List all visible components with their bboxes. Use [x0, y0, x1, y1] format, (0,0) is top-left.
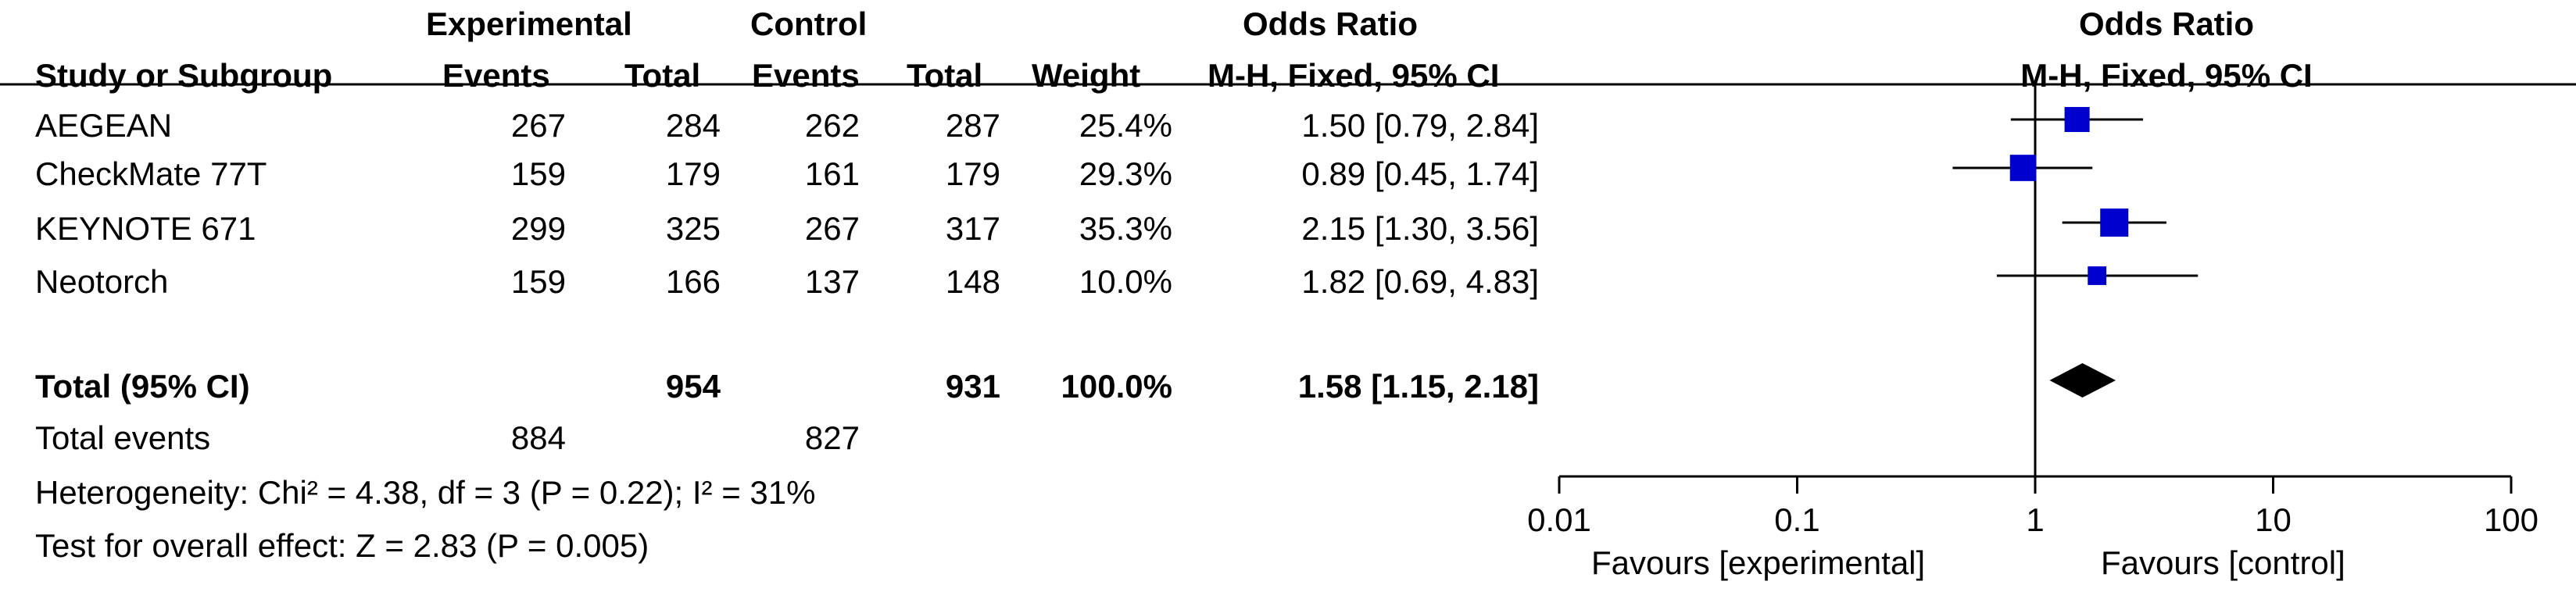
control-group-header: Control	[750, 5, 868, 42]
study-marker	[2100, 209, 2129, 237]
total-events-ctl: 827	[804, 419, 860, 456]
ctl-total-value: 179	[945, 155, 1000, 192]
plot-subtitle: M-H, Fixed, 95% CI	[2020, 57, 2313, 94]
heterogeneity-text: Heterogeneity: Chi² = 4.38, df = 3 (P = …	[35, 474, 816, 511]
favours-control-label: Favours [control]	[2101, 544, 2345, 581]
weight-value: 35.3%	[1079, 210, 1172, 247]
ctl-total-value: 317	[945, 210, 1000, 247]
ci-value: 0.89 [0.45, 1.74]	[1301, 155, 1539, 192]
weight-column-header: Weight	[1032, 57, 1141, 94]
overall-effect-text: Test for overall effect: Z = 2.83 (P = 0…	[35, 527, 649, 564]
study-marker	[2064, 106, 2090, 133]
study-marker	[2088, 266, 2107, 285]
exp-events-value: 159	[510, 155, 566, 192]
plot-title: Odds Ratio	[2078, 5, 2254, 42]
x-axis-tick-label: 10	[2255, 501, 2292, 538]
total-ci: 1.58 [1.15, 2.18]	[1297, 368, 1539, 405]
ci-column-header: M-H, Fixed, 95% CI	[1208, 57, 1500, 94]
weight-value: 25.4%	[1079, 107, 1172, 144]
experimental-group-header: Experimental	[426, 5, 632, 42]
ci-value: 1.50 [0.79, 2.84]	[1301, 107, 1539, 144]
ctl-events-column-header: Events	[752, 57, 860, 94]
ctl-events-value: 137	[804, 263, 860, 300]
weight-value: 29.3%	[1079, 155, 1172, 192]
total-events-label: Total events	[35, 419, 211, 456]
ctl-total-value: 148	[945, 263, 1000, 300]
x-axis-tick-label: 0.1	[1774, 501, 1819, 538]
x-axis-tick-label: 0.01	[1527, 501, 1591, 538]
exp-total-value: 325	[665, 210, 721, 247]
study-name: CheckMate 77T	[35, 155, 267, 192]
exp-events-value: 299	[510, 210, 566, 247]
exp-total-value: 179	[665, 155, 721, 192]
exp-events-column-header: Events	[442, 57, 550, 94]
exp-total-value: 284	[665, 107, 721, 144]
x-axis-tick-label: 100	[2484, 501, 2538, 538]
favours-experimental-label: Favours [experimental]	[1591, 544, 1926, 581]
pooled-diamond	[2049, 363, 2116, 398]
total-weight: 100.0%	[1061, 368, 1172, 405]
ci-value: 2.15 [1.30, 3.56]	[1301, 210, 1539, 247]
ctl-events-value: 161	[804, 155, 860, 192]
ctl-events-value: 262	[804, 107, 860, 144]
exp-total-value: 166	[665, 263, 721, 300]
exp-total-column-header: Total	[624, 57, 701, 94]
study-name: AEGEAN	[35, 107, 173, 144]
exp-events-value: 267	[510, 107, 566, 144]
ctl-total-value: 287	[945, 107, 1000, 144]
weight-value: 10.0%	[1079, 263, 1172, 300]
ctl-events-value: 267	[804, 210, 860, 247]
x-axis-tick-label: 1	[2026, 501, 2044, 538]
total-exp-total: 954	[665, 368, 721, 405]
total-events-exp: 884	[510, 419, 566, 456]
study-column-header: Study or Subgroup	[35, 57, 333, 94]
study-name: KEYNOTE 671	[35, 210, 256, 247]
study-marker	[2009, 155, 2037, 181]
exp-events-value: 159	[510, 263, 566, 300]
odds-ratio-group-header: Odds Ratio	[1243, 5, 1419, 42]
study-name: Neotorch	[35, 263, 169, 300]
ci-value: 1.82 [0.69, 4.83]	[1301, 263, 1539, 300]
total-label: Total (95% CI)	[35, 368, 250, 405]
ctl-total-column-header: Total	[907, 57, 983, 94]
total-ctl-total: 931	[945, 368, 1000, 405]
